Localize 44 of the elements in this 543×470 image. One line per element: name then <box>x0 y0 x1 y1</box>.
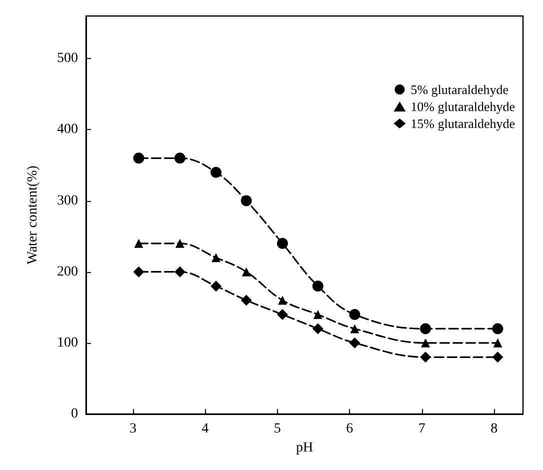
point <box>492 352 504 363</box>
y-tick-label: 200 <box>57 264 78 280</box>
y-tick-label: 400 <box>57 122 78 138</box>
y-tick-label: 100 <box>57 335 78 350</box>
x-axis-title: pH <box>296 440 314 456</box>
x-tick-label: 4 <box>202 422 209 436</box>
point <box>276 309 288 320</box>
point <box>492 323 504 334</box>
legend-label: 15% glutaraldehyde <box>410 116 516 131</box>
x-tick-label: 5 <box>274 422 281 436</box>
point <box>350 324 360 334</box>
point <box>212 253 221 262</box>
point <box>133 152 144 164</box>
legend-label: 5% glutaraldehyde <box>410 82 509 97</box>
y-tick-label: 300 <box>57 193 78 208</box>
x-tick-label: 3 <box>129 422 136 436</box>
x-tick-label: 6 <box>346 422 354 436</box>
point <box>349 309 360 320</box>
point <box>174 266 186 278</box>
point <box>420 338 430 348</box>
point <box>134 238 144 248</box>
y-tick-label: 500 <box>57 51 78 66</box>
legend-label: 10% glutaraldehyde <box>410 99 516 114</box>
y-axis-title: Water content(%) <box>26 165 40 264</box>
point <box>210 280 222 292</box>
point <box>493 338 502 348</box>
point <box>313 310 322 319</box>
point <box>133 266 144 278</box>
point <box>312 323 324 334</box>
point <box>420 323 431 334</box>
point <box>276 238 288 249</box>
point <box>175 238 184 248</box>
x-tick-label: 8 <box>490 422 498 436</box>
point <box>210 166 222 178</box>
point <box>349 337 360 348</box>
point <box>278 296 287 305</box>
point <box>420 352 431 363</box>
point <box>174 152 186 164</box>
point <box>242 267 251 276</box>
point <box>240 294 252 306</box>
x-tick-label: 7 <box>418 422 426 436</box>
point <box>312 280 324 292</box>
point <box>240 195 252 206</box>
y-tick-label: 0 <box>71 406 78 422</box>
